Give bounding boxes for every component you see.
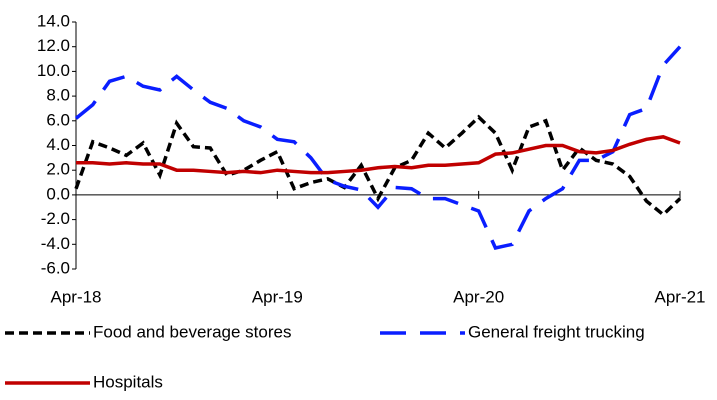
x-tick-label: Apr-20 xyxy=(453,287,504,306)
legend-label: Food and beverage stores xyxy=(93,322,291,341)
y-tick-label: -2.0 xyxy=(41,209,70,228)
y-tick-label: 10.0 xyxy=(37,61,70,80)
x-tick-label: Apr-19 xyxy=(252,287,303,306)
legend-label: General freight trucking xyxy=(468,322,645,341)
y-tick-label: 4.0 xyxy=(46,135,70,154)
y-tick-label: 8.0 xyxy=(46,86,70,105)
legend-label: Hospitals xyxy=(93,372,163,391)
y-tick-label: -6.0 xyxy=(41,258,70,277)
y-tick-label: 6.0 xyxy=(46,110,70,129)
series-line xyxy=(74,114,682,217)
y-tick-label: 0.0 xyxy=(46,184,70,203)
y-tick-label: 12.0 xyxy=(37,36,70,55)
x-tick-label: Apr-18 xyxy=(50,287,101,306)
x-tick-label: Apr-21 xyxy=(654,287,705,306)
y-tick-label: 2.0 xyxy=(46,160,70,179)
series-line xyxy=(74,45,682,251)
series-line xyxy=(76,135,681,175)
y-tick-label: 14.0 xyxy=(37,11,70,30)
y-tick-label: -4.0 xyxy=(41,234,70,253)
